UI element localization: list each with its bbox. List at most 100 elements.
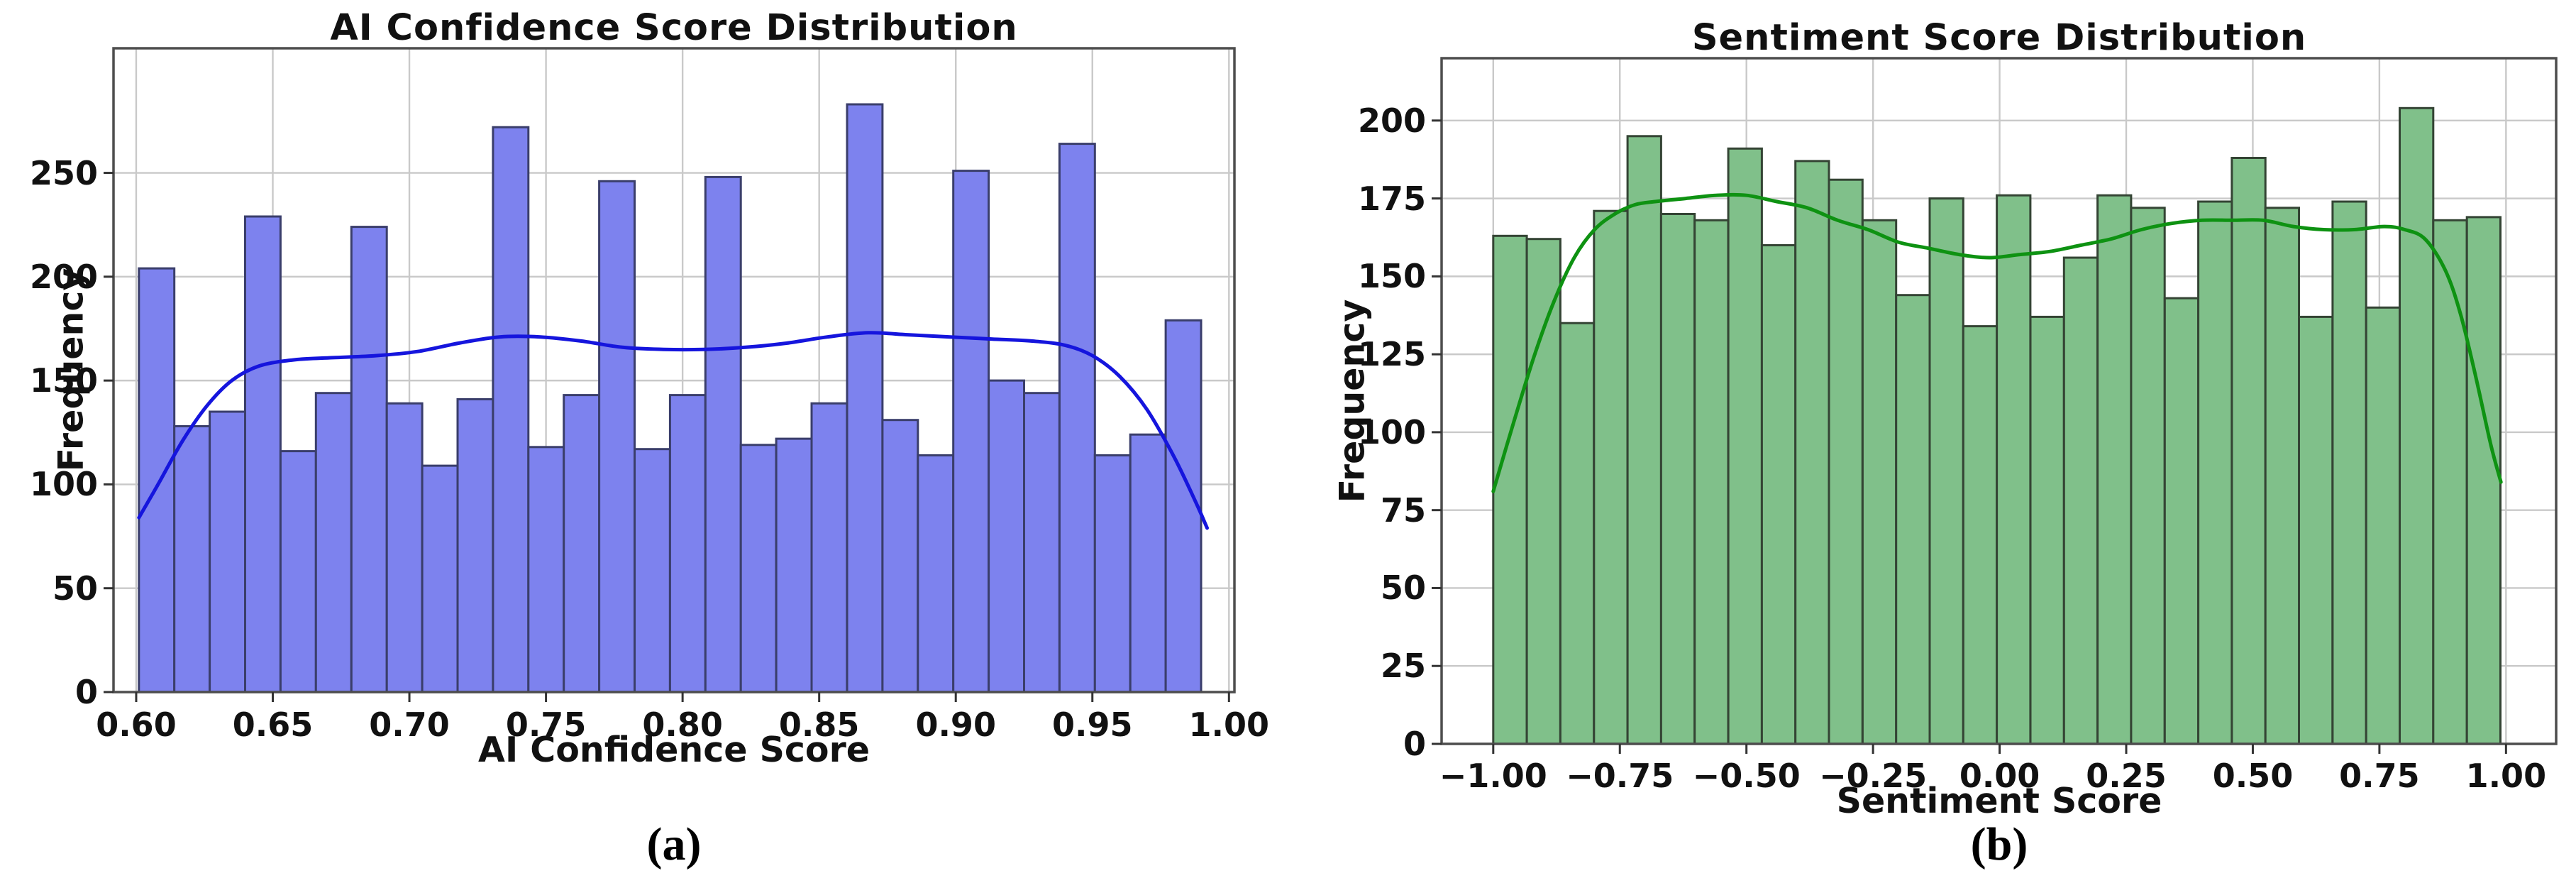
- histogram-bar: [1164, 319, 1203, 693]
- tick-marks: [104, 172, 1230, 702]
- y-tick-label: 250: [29, 153, 98, 192]
- histogram-bar: [704, 175, 742, 693]
- histogram-bar: [2432, 219, 2468, 745]
- x-tick-label: 0.90: [915, 706, 996, 744]
- histogram-bar: [456, 398, 494, 693]
- histogram-bar: [2062, 256, 2099, 745]
- panel-caption-b: (b): [1970, 818, 2028, 870]
- y-tick-label: 0: [1403, 725, 1426, 763]
- histogram-bar: [1895, 294, 1931, 745]
- histogram-bar: [1928, 197, 1964, 745]
- histogram-bars: [1492, 106, 2502, 745]
- x-tick-label: 0.00: [1959, 757, 2040, 795]
- histogram-bar: [492, 126, 530, 693]
- y-tick-label: 100: [1357, 412, 1426, 451]
- x-tick-label: 0.75: [505, 706, 587, 744]
- histogram-bar: [1525, 238, 1561, 745]
- histogram-bar: [209, 410, 247, 693]
- x-tick-label: 0.50: [2212, 757, 2294, 795]
- x-tick-label: 1.00: [1188, 706, 1270, 744]
- y-tick-label: 175: [1357, 179, 1426, 218]
- histogram-bar: [1659, 213, 1696, 745]
- kde-curve: [137, 331, 1209, 530]
- histogram-bar: [244, 215, 282, 693]
- y-tick-label: 150: [1357, 257, 1426, 296]
- histogram-bar: [1760, 244, 1797, 745]
- histogram-bar: [2029, 315, 2065, 745]
- histogram-bar: [2298, 315, 2334, 745]
- histogram-bar: [563, 394, 601, 693]
- y-tick-label: 75: [1380, 490, 1426, 530]
- histogram-bar: [350, 226, 388, 693]
- x-tick-label: 0.95: [1052, 706, 1133, 744]
- histogram-bar: [668, 394, 707, 693]
- axes-frame: [112, 47, 1236, 693]
- histogram-bar: [1492, 234, 1528, 745]
- chart-a-plot-area: [104, 47, 1236, 702]
- histogram-bar: [421, 464, 459, 693]
- histogram-bar: [952, 170, 990, 693]
- chart-b-x-axis-label: Sentiment Score: [1836, 781, 2162, 821]
- histogram-bar: [1093, 454, 1132, 693]
- chart-b-title: Sentiment Score Distribution: [1691, 17, 2307, 59]
- histogram-bar: [2163, 297, 2200, 745]
- histogram-bar: [2264, 207, 2300, 745]
- y-tick-label: 0: [74, 673, 98, 711]
- y-tick-label: 25: [1380, 647, 1426, 686]
- y-tick-label: 100: [29, 465, 98, 504]
- histogram-bar: [527, 446, 565, 693]
- x-tick-label: 0.65: [232, 706, 314, 744]
- chart-b-y-axis-label: Frequency: [1332, 299, 1373, 503]
- histogram-bar: [1962, 325, 1999, 745]
- x-tick-label: 0.70: [369, 706, 450, 744]
- histogram-bar: [1727, 147, 1763, 745]
- x-tick-label: −0.50: [1692, 757, 1801, 795]
- chart-a-title: AI Confidence Score Distribution: [330, 7, 1018, 49]
- x-tick-label: −0.75: [1566, 757, 1674, 795]
- histogram-bar: [138, 267, 176, 693]
- panel-caption-a: (a): [646, 818, 702, 870]
- histogram-bar: [634, 448, 671, 693]
- histogram-bar: [1794, 160, 1830, 745]
- histogram-bar: [173, 425, 211, 693]
- histogram-bar: [1861, 219, 1898, 745]
- histogram-bar: [2365, 306, 2401, 745]
- histogram-bar: [598, 180, 636, 693]
- x-tick-label: 0.75: [2339, 757, 2420, 795]
- histogram-bar: [1129, 433, 1167, 693]
- y-tick-label: 125: [1357, 335, 1426, 374]
- histogram-bar: [846, 103, 884, 693]
- histogram-bar: [739, 444, 778, 693]
- histogram-bar: [2331, 200, 2367, 745]
- x-tick-label: 0.85: [778, 706, 860, 744]
- histogram-bar: [1996, 194, 2032, 745]
- histogram-bars: [138, 103, 1203, 693]
- histogram-bar: [1058, 143, 1096, 693]
- y-tick-label: 200: [29, 257, 98, 296]
- x-tick-label: 0.25: [2086, 757, 2167, 795]
- histogram-bar: [1828, 178, 1864, 745]
- histogram-bar: [2465, 216, 2502, 745]
- y-tick-label: 200: [1357, 101, 1426, 140]
- x-tick-label: −1.00: [1439, 757, 1547, 795]
- histogram-bar: [775, 437, 813, 693]
- chart-a-x-axis-label: AI Confidence Score: [478, 730, 870, 770]
- histogram-bar: [385, 402, 424, 693]
- histogram-bar: [1559, 322, 1596, 745]
- histogram-bar: [1693, 219, 1730, 745]
- x-tick-label: 0.80: [642, 706, 723, 744]
- histogram-bar: [2130, 207, 2166, 745]
- histogram-bar: [314, 392, 353, 693]
- histogram-bar: [988, 379, 1025, 693]
- histogram-bar: [1626, 135, 1662, 745]
- y-tick-label: 50: [52, 569, 98, 608]
- y-tick-label: 50: [1380, 569, 1426, 608]
- histogram-bar: [1593, 209, 1629, 745]
- histogram-bar: [2096, 194, 2133, 745]
- histogram-bar: [2230, 157, 2267, 745]
- y-tick-label: 150: [29, 361, 98, 400]
- histogram-bar: [2399, 106, 2435, 745]
- histogram-bar: [810, 402, 848, 693]
- x-tick-label: 1.00: [2465, 757, 2547, 795]
